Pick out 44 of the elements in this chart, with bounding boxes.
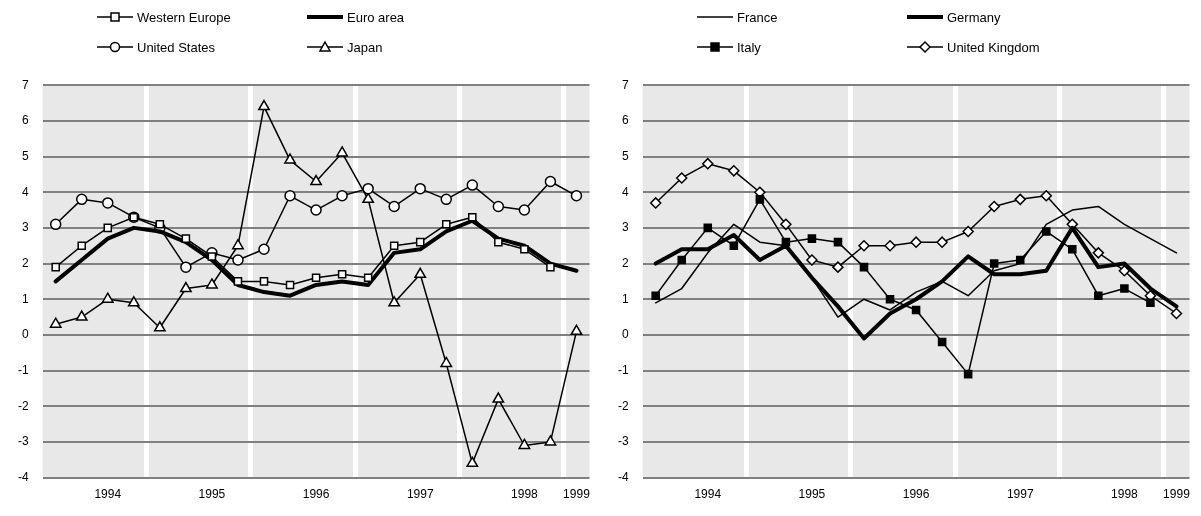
y-tick-label: 1 (21, 291, 29, 306)
x-tick-label: 1994 (94, 487, 122, 502)
y-tick-label: 2 (21, 255, 29, 270)
legend-label: United Kingdom (947, 39, 1040, 55)
y-tick-label: 0 (21, 327, 29, 342)
x-tick-label: 1996 (302, 487, 330, 502)
y-tick-label: -3 (618, 434, 629, 449)
x-tick-label: 1997 (1006, 487, 1034, 502)
y-tick-label: 3 (621, 220, 629, 235)
y-tick-label: 2 (621, 255, 629, 270)
y-tick-label: -1 (618, 362, 629, 377)
y-tick-label: 5 (621, 148, 629, 163)
y-tick-label: -3 (18, 434, 29, 449)
y-tick-label: 4 (621, 184, 629, 199)
legend-label: Germany (947, 9, 1001, 25)
legend-label: United States (137, 39, 216, 55)
y-tick-label: 6 (621, 113, 629, 128)
x-tick-label: 1997 (406, 487, 434, 502)
y-tick-label: -2 (618, 398, 629, 413)
y-tick-label: -2 (18, 398, 29, 413)
x-tick-label: 1995 (798, 487, 826, 502)
y-tick-label: -4 (618, 469, 629, 484)
x-tick-label: 1998 (1111, 487, 1139, 502)
y-tick-label: 6 (21, 113, 29, 128)
legend-label: Italy (737, 39, 761, 55)
y-tick-label: 5 (21, 148, 29, 163)
y-tick-label: 3 (21, 220, 29, 235)
legend-label: Western Europe (137, 9, 231, 25)
legend-label: Euro area (347, 9, 405, 25)
legend-label: Japan (347, 39, 383, 55)
x-tick-label: 1994 (694, 487, 722, 502)
legend-label: France (737, 9, 778, 25)
y-tick-label: 1 (621, 291, 629, 306)
y-tick-label: 7 (621, 77, 629, 92)
y-tick-label: 0 (621, 327, 629, 342)
y-tick-label: 7 (21, 77, 29, 92)
x-tick-label: 1999 (1163, 487, 1191, 502)
x-tick-label: 1998 (511, 487, 539, 502)
x-tick-label: 1996 (902, 487, 930, 502)
y-tick-label: 4 (21, 184, 29, 199)
x-tick-label: 1995 (198, 487, 226, 502)
y-tick-label: -1 (18, 362, 29, 377)
x-tick-label: 1999 (563, 487, 591, 502)
y-tick-label: -4 (18, 469, 29, 484)
